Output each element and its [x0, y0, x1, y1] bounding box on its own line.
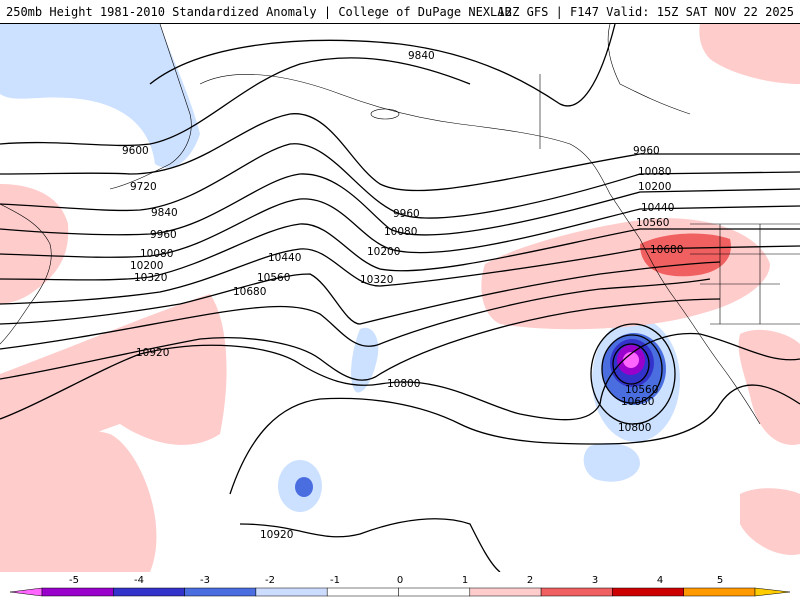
coastlines — [0, 24, 800, 425]
colorbar-segment — [41, 587, 114, 597]
contour-label: 10800 — [618, 422, 651, 434]
contour-label: 9960 — [150, 229, 177, 241]
contour-label: 9840 — [408, 50, 435, 62]
colorbar-tick-label: 3 — [592, 575, 598, 586]
colorbar-segment — [540, 587, 613, 597]
contour-label: 10680 — [650, 244, 683, 256]
colorbar-segment — [612, 587, 684, 597]
positive-anomaly-fills — [0, 24, 800, 572]
colorbar-tick-label: 1 — [462, 575, 468, 586]
colorbar-segment — [754, 587, 791, 597]
colorbar-tick-label: -4 — [134, 575, 144, 586]
model-run-info: 12Z GFS | F147 Valid: 15Z SAT NOV 22 202… — [497, 5, 794, 19]
contour-label: 10560 — [257, 272, 290, 284]
anomaly-colorbar: -5 -4 -3 -2 -1 0 1 2 3 4 5 — [0, 572, 800, 600]
contour-label: 10560 — [625, 384, 658, 396]
colorbar-tick-label: 5 — [717, 575, 723, 586]
contour-label: 10920 — [260, 529, 293, 541]
anomaly-map: 9840 9600 9720 9840 9960 10080 10200 103… — [0, 24, 800, 572]
contour-label: 10320 — [134, 272, 167, 284]
colorbar-segment — [469, 587, 542, 597]
colorbar-segment — [113, 587, 185, 597]
contour-label: 9720 — [130, 181, 157, 193]
contour-label: 10680 — [621, 396, 654, 408]
contour-label: 9840 — [151, 207, 178, 219]
colorbar-segment — [184, 587, 257, 597]
colorbar-tick-label: 0 — [397, 575, 403, 586]
colorbar-segments — [9, 587, 791, 597]
colorbar-ticks: -5 -4 -3 -2 -1 0 1 2 3 4 5 — [69, 575, 723, 586]
contour-label: 10200 — [367, 246, 400, 258]
contour-label: 10920 — [136, 347, 169, 359]
colorbar-tick-label: -5 — [69, 575, 79, 586]
contour-label: 9960 — [393, 208, 420, 220]
colorbar-tick-label: -3 — [200, 575, 210, 586]
colorbar-tick-label: -2 — [265, 575, 275, 586]
contour-label: 10560 — [636, 217, 669, 229]
contour-label: 10080 — [638, 166, 671, 178]
map-title: 250mb Height 1981-2010 Standardized Anom… — [6, 5, 512, 19]
contour-label: 10440 — [268, 252, 301, 264]
contour-label: 10320 — [360, 274, 393, 286]
colorbar-tick-label: -1 — [330, 575, 340, 586]
contour-label: 10200 — [638, 181, 671, 193]
colorbar-tick-label: 4 — [657, 575, 663, 586]
colorbar-segment — [255, 587, 328, 597]
contour-label: 10080 — [384, 226, 417, 238]
colorbar-segment — [398, 587, 471, 597]
contour-label: 10200 — [130, 260, 163, 272]
contour-label: 9960 — [633, 145, 660, 157]
colorbar-tick-label: 2 — [527, 575, 533, 586]
contour-label: 9600 — [122, 145, 149, 157]
map-header: 250mb Height 1981-2010 Standardized Anom… — [0, 0, 800, 24]
contour-label: 10800 — [387, 378, 420, 390]
contour-label: 10440 — [641, 202, 674, 214]
colorbar-segment — [683, 587, 756, 597]
map-canvas: 9840 9600 9720 9840 9960 10080 10200 103… — [0, 24, 800, 572]
colorbar-segment — [9, 587, 43, 597]
colorbar-segment — [326, 587, 399, 597]
height-contours — [0, 24, 800, 572]
contour-label: 10680 — [233, 286, 266, 298]
contour-label: 10080 — [140, 248, 173, 260]
contour-labels: 9840 9600 9720 9840 9960 10080 10200 103… — [122, 50, 683, 541]
